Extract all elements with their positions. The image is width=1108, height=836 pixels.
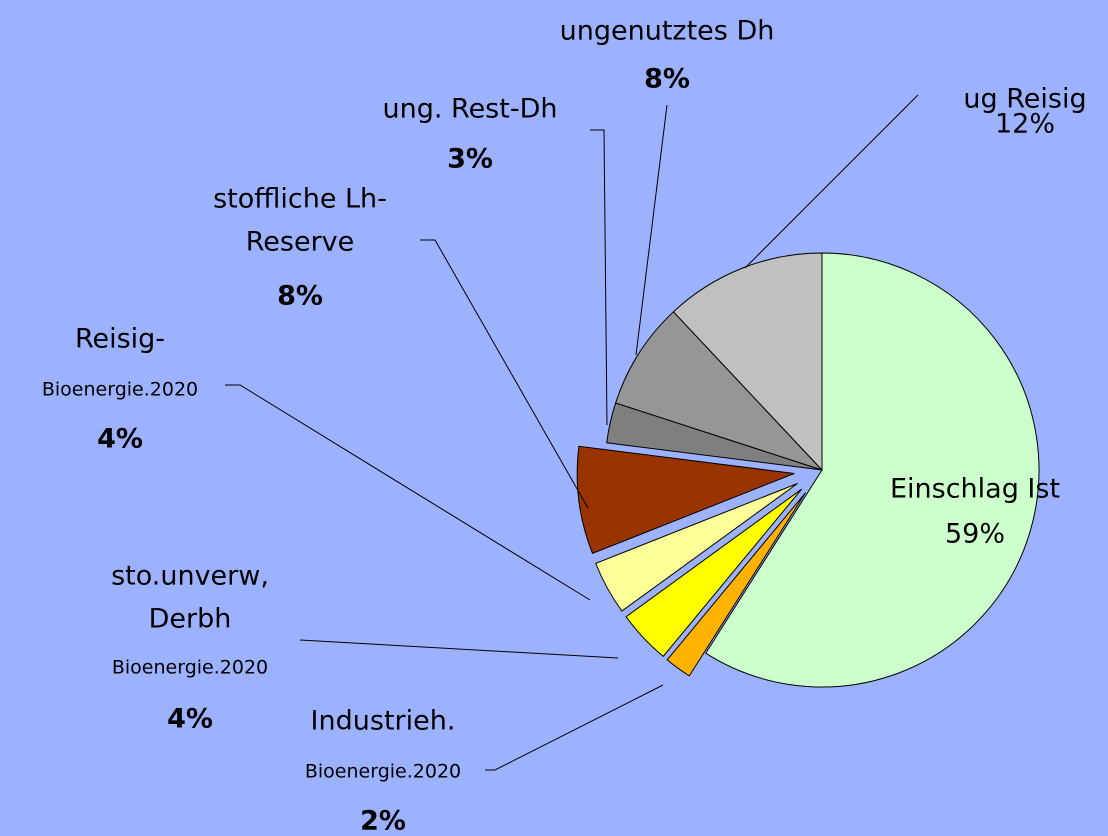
leader-line [744,94,919,269]
pie-slice [576,445,795,555]
value-label: 2% [360,806,406,836]
pie-slice [625,488,802,658]
slice-label: Bioenergie.2020 [42,379,198,401]
slice-label: Derbh [149,604,232,635]
slice-label: Reisig- [75,324,165,355]
value-label: 3% [447,144,493,175]
pie-slice [705,252,1040,688]
value-label: 59% [945,519,1005,550]
leader-line [485,684,664,771]
pie-slice [672,252,823,472]
leader-line [225,384,591,601]
pie-slice [595,483,798,612]
slice-label: ungenutztes Dh [560,16,775,47]
pie-slice [666,492,806,677]
leader-line [590,129,608,426]
leader-line [635,104,668,356]
slice-label: Industrieh. [311,706,456,737]
slice-label: Bioenergie.2020 [112,657,268,679]
value-label: 4% [97,424,143,455]
leader-line [299,639,619,659]
value-label: 12% [995,109,1055,140]
slice-label: ung. Rest-Dh [383,94,558,125]
slice-label: sto.unverw, [111,561,269,592]
pie-slice [614,311,823,471]
slice-label: ug Reisig [963,84,1086,115]
slice-label: stoffliche Lh- [213,184,387,215]
value-label: 8% [644,64,690,95]
leader-line [420,239,589,509]
value-label: 4% [167,704,213,735]
slice-label: Reserve [246,227,355,258]
slice-label: Einschlag Ist [890,474,1060,505]
slice-label: Bioenergie.2020 [305,761,461,783]
value-label: 8% [277,281,323,312]
